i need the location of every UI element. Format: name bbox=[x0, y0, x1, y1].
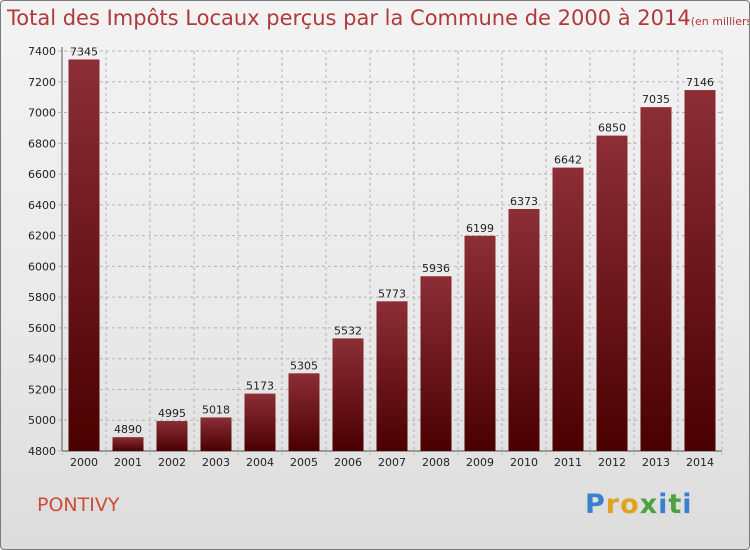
x-tick-label-2009: 2009 bbox=[466, 456, 494, 469]
bar-2007 bbox=[376, 301, 408, 451]
x-tick-label-2005: 2005 bbox=[290, 456, 318, 469]
value-label-2009: 6199 bbox=[466, 222, 494, 235]
logo-letter: x bbox=[639, 489, 659, 520]
title-main: Total des Impôts Locaux perçus par la Co… bbox=[7, 6, 691, 30]
x-tick-label-2001: 2001 bbox=[114, 456, 142, 469]
bar-2011 bbox=[552, 167, 584, 451]
x-tick-label-2007: 2007 bbox=[378, 456, 406, 469]
bar-2002 bbox=[156, 421, 188, 451]
bar-2003 bbox=[200, 417, 232, 451]
bars bbox=[68, 59, 716, 452]
logo-letter: i bbox=[682, 489, 693, 520]
logo-letter: P bbox=[585, 489, 606, 520]
labels: 4800 5000 5200 5400 5600 5800 6000 6200 6400 6600… bbox=[28, 45, 714, 469]
y-tick-label-6000: 6000 bbox=[28, 260, 56, 273]
bar-2013 bbox=[640, 107, 672, 452]
y-tick-label-5600: 5600 bbox=[28, 322, 56, 335]
y-tick-label-6600: 6600 bbox=[28, 168, 56, 181]
value-label-2006: 5532 bbox=[334, 324, 362, 337]
value-label-2003: 5018 bbox=[202, 403, 230, 416]
bar-2004 bbox=[244, 393, 276, 451]
chart-title: Total des Impôts Locaux perçus par la Co… bbox=[7, 6, 750, 30]
bar-2005 bbox=[288, 373, 320, 451]
value-label-2010: 6373 bbox=[510, 195, 538, 208]
y-tick-label-7000: 7000 bbox=[28, 107, 56, 120]
title-unit: (en milliers d'€) bbox=[690, 15, 750, 28]
value-label-2011: 6642 bbox=[554, 154, 582, 167]
y-tick-label-5400: 5400 bbox=[28, 353, 56, 366]
value-label-2001: 4890 bbox=[114, 423, 142, 436]
logo-letter: t bbox=[668, 489, 683, 520]
value-label-2000: 7345 bbox=[70, 45, 98, 58]
bar-2010 bbox=[508, 209, 540, 451]
bar-2008 bbox=[420, 276, 452, 451]
y-tick-label-7200: 7200 bbox=[28, 76, 56, 89]
y-tick-label-6400: 6400 bbox=[28, 199, 56, 212]
value-label-2004: 5173 bbox=[246, 380, 274, 393]
bar-2006 bbox=[332, 338, 364, 451]
x-tick-label-2000: 2000 bbox=[70, 456, 98, 469]
logo-letter: o bbox=[620, 489, 640, 520]
logo-letter: i bbox=[658, 489, 669, 520]
x-tick-label-2010: 2010 bbox=[510, 456, 538, 469]
x-tick-label-2008: 2008 bbox=[422, 456, 450, 469]
x-tick-label-2002: 2002 bbox=[158, 456, 186, 469]
value-label-2007: 5773 bbox=[378, 287, 406, 300]
commune-name: PONTIVY bbox=[37, 494, 120, 516]
bar-2001 bbox=[112, 437, 144, 451]
proxiti-logo: Proxiti bbox=[585, 489, 693, 520]
y-tick-label-7400: 7400 bbox=[28, 45, 56, 58]
bar-2012 bbox=[596, 135, 628, 451]
x-tick-label-2014: 2014 bbox=[686, 456, 714, 469]
y-tick-label-6800: 6800 bbox=[28, 137, 56, 150]
value-label-2014: 7146 bbox=[686, 76, 714, 89]
bar-2014 bbox=[684, 90, 716, 452]
value-label-2002: 4995 bbox=[158, 407, 186, 420]
y-tick-label-5800: 5800 bbox=[28, 291, 56, 304]
x-tick-label-2006: 2006 bbox=[334, 456, 362, 469]
logo-letter: r bbox=[605, 489, 621, 520]
x-tick-label-2013: 2013 bbox=[642, 456, 670, 469]
value-label-2008: 5936 bbox=[422, 262, 450, 275]
x-tick-label-2004: 2004 bbox=[246, 456, 274, 469]
bar-2000 bbox=[68, 59, 100, 451]
x-tick-label-2011: 2011 bbox=[554, 456, 582, 469]
x-tick-label-2003: 2003 bbox=[202, 456, 230, 469]
bar-2009 bbox=[464, 235, 496, 451]
x-tick-label-2012: 2012 bbox=[598, 456, 626, 469]
value-label-2012: 6850 bbox=[598, 122, 626, 135]
y-tick-label-5000: 5000 bbox=[28, 414, 56, 427]
y-tick-label-4800: 4800 bbox=[28, 445, 56, 458]
y-tick-label-5200: 5200 bbox=[28, 383, 56, 396]
value-label-2013: 7035 bbox=[642, 93, 670, 106]
y-tick-label-6200: 6200 bbox=[28, 230, 56, 243]
value-label-2005: 5305 bbox=[290, 359, 318, 372]
